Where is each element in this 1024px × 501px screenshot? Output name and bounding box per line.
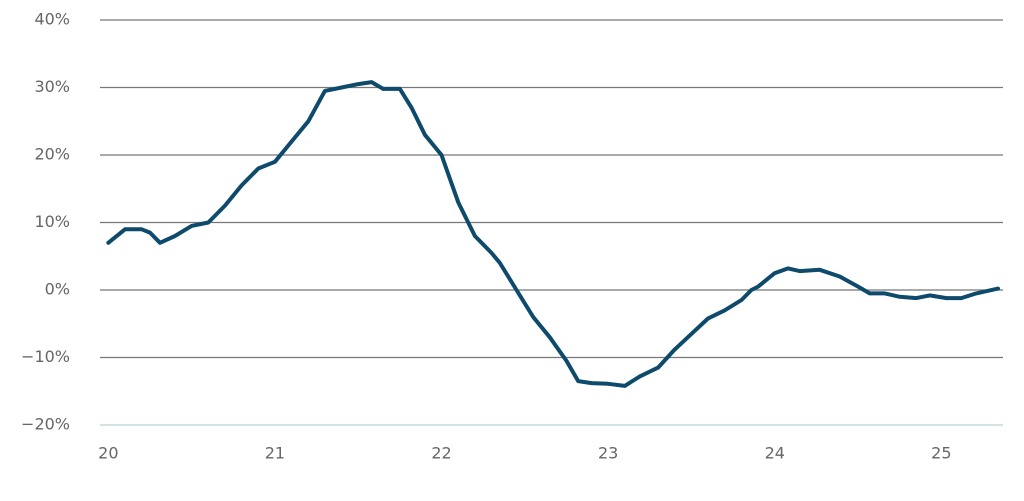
y-tick-label: 20% <box>34 145 70 164</box>
x-tick-label: 25 <box>931 444 951 463</box>
y-tick-label: 0% <box>45 280 70 299</box>
x-tick-label: 22 <box>431 444 451 463</box>
x-tick-label: 20 <box>98 444 118 463</box>
x-tick-label: 23 <box>598 444 618 463</box>
y-tick-label: 10% <box>34 212 70 231</box>
x-tick-label: 24 <box>765 444 785 463</box>
y-tick-label: 30% <box>34 77 70 96</box>
data-line <box>106 80 1000 388</box>
y-tick-label: −20% <box>21 415 70 434</box>
y-tick-label: −10% <box>21 347 70 366</box>
y-tick-label: 40% <box>34 10 70 29</box>
x-tick-label: 21 <box>265 444 285 463</box>
